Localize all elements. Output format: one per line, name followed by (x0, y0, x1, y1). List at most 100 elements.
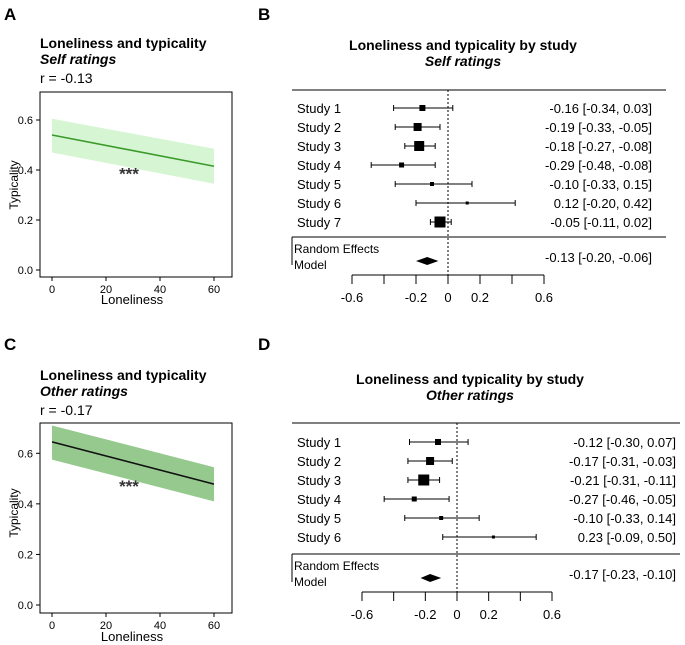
panel-d-effect-ci-text: 0.23 [-0.09, 0.50] (578, 530, 676, 545)
panel-b-summary-label-line2: Model (294, 258, 327, 272)
panel-a-y-tick-label: 0.6 (18, 115, 33, 127)
panel-a-title: Loneliness and typicality (40, 35, 207, 51)
panel-b-study-label: Study 6 (297, 196, 341, 211)
panel-c-title: Loneliness and typicality (40, 367, 207, 383)
panel-c-x-axis-label: Loneliness (101, 629, 164, 644)
panel-letter-c: C (4, 335, 16, 354)
panel-a-y-axis-label: Typicality (7, 160, 21, 209)
panel-b-point-estimate (413, 123, 422, 131)
panel-d-study-label: Study 6 (297, 530, 341, 545)
panel-a-x-axis-label: Loneliness (101, 292, 164, 307)
panel-b-forest-plot: Loneliness and typicality by study Self … (291, 37, 666, 305)
panel-c-y-tick-label: 0.0 (18, 600, 33, 612)
panel-b-study-label: Study 3 (297, 139, 341, 154)
panel-d-effect-ci-text: -0.12 [-0.30, 0.07] (573, 435, 676, 450)
panel-a-y-tick-label: 0.4 (18, 165, 33, 177)
panel-a-x-tick-label: 40 (154, 284, 166, 296)
panel-d-study-label: Study 5 (297, 511, 341, 526)
panel-b-summary-diamond (416, 257, 439, 265)
panel-b-effect-ci-text: -0.18 [-0.27, -0.08] (545, 139, 652, 154)
panel-b-study-label: Study 4 (297, 158, 341, 173)
panel-b-subtitle: Self ratings (425, 53, 501, 69)
panel-d-subtitle: Other ratings (426, 387, 514, 403)
panel-d-point-estimate (435, 439, 441, 445)
panel-a-regression-line (51, 134, 215, 168)
panel-d-study-label: Study 4 (297, 492, 341, 507)
panel-d-summary-ci-text: -0.17 [-0.23, -0.10] (569, 567, 676, 582)
panel-a-axis-frame (39, 91, 233, 278)
panel-b-study-label: Study 2 (297, 120, 341, 135)
panel-b-x-tick-label: 0.2 (471, 290, 489, 305)
panel-c-correlation: r = -0.17 (40, 402, 93, 418)
panel-b-effect-ci-text: 0.12 [-0.20, 0.42] (554, 196, 652, 211)
panel-b-effect-ci-text: -0.29 [-0.48, -0.08] (545, 158, 652, 173)
panel-b-point-estimate (414, 141, 425, 151)
panel-d-point-estimate (418, 474, 430, 486)
panel-b-point-estimate (419, 105, 426, 111)
panel-letter-d: D (258, 335, 270, 354)
panel-a-x-tick-label: 0 (49, 284, 55, 296)
panel-c-y-axis-label: Typicality (7, 488, 21, 537)
panel-b-x-tick-label: 0.6 (535, 290, 553, 305)
panel-d-point-estimate (439, 516, 444, 520)
panel-b-point-estimate (399, 162, 405, 168)
panel-a-correlation: r = -0.13 (40, 70, 93, 86)
panel-d-x-tick-label: -0.6 (351, 607, 373, 622)
panel-d-study-label: Study 2 (297, 454, 341, 469)
panel-a-y-tick-label: 0.0 (18, 265, 33, 277)
panel-b-study-label: Study 7 (297, 215, 341, 230)
panel-c-y-tick-label: 0.4 (18, 499, 33, 511)
panel-b-summary-ci-text: -0.13 [-0.20, -0.06] (545, 250, 652, 265)
panel-d-point-estimate (411, 496, 417, 502)
panel-letter-a: A (4, 5, 16, 24)
panel-a-scatter-regression: Loneliness and typicality Self ratings r… (7, 35, 233, 307)
panel-d-study-label: Study 1 (297, 435, 341, 450)
panel-b-x-tick-label: -0.2 (405, 290, 427, 305)
panel-b-effect-ci-text: -0.10 [-0.33, 0.15] (549, 177, 652, 192)
panel-b-study-label: Study 5 (297, 177, 341, 192)
panel-b-effect-ci-text: -0.19 [-0.33, -0.05] (545, 120, 652, 135)
panel-d-forest-plot: Loneliness and typicality by study Other… (291, 371, 680, 622)
panel-b-study-label: Study 1 (297, 101, 341, 116)
panel-b-summary-label-line1: Random Effects (294, 242, 379, 256)
panel-a-y-tick-label: 0.2 (18, 215, 33, 227)
panel-c-y-tick-label: 0.2 (18, 549, 33, 561)
panel-a-x-tick-label: 20 (100, 284, 112, 296)
panel-d-x-tick-label: 0.2 (480, 607, 498, 622)
panel-c-scatter-regression: Loneliness and typicality Other ratings … (7, 367, 233, 644)
panel-d-effect-ci-text: -0.27 [-0.46, -0.05] (569, 492, 676, 507)
panel-d-summary-label-line1: Random Effects (294, 559, 379, 573)
panel-c-significance-stars: *** (119, 477, 139, 496)
panel-b-x-tick-label: 0 (444, 290, 451, 305)
panel-a-x-tick-label: 60 (208, 284, 220, 296)
panel-b-effect-ci-text: -0.05 [-0.11, 0.02] (550, 215, 652, 230)
panel-b-point-estimate (430, 182, 434, 186)
panel-b-point-estimate (434, 216, 446, 228)
panel-b-title: Loneliness and typicality by study (349, 37, 577, 53)
panel-d-study-label: Study 3 (297, 473, 341, 488)
panel-c-x-tick-label: 0 (49, 620, 55, 632)
panel-d-x-tick-label: 0.6 (543, 607, 561, 622)
panel-d-title: Loneliness and typicality by study (356, 371, 584, 387)
panel-letter-b: B (258, 5, 270, 24)
panel-c-x-tick-label: 20 (100, 620, 112, 632)
panel-d-x-tick-label: 0 (453, 607, 460, 622)
panel-d-summary-label-line2: Model (294, 575, 327, 589)
panel-c-subtitle: Other ratings (40, 383, 128, 399)
panel-d-x-tick-label: -0.2 (414, 607, 436, 622)
panel-a-significance-stars: *** (119, 165, 139, 184)
panel-b-point-estimate (465, 201, 469, 205)
panel-b-effect-ci-text: -0.16 [-0.34, 0.03] (549, 101, 652, 116)
panel-c-regression-line (51, 441, 215, 485)
panel-b-x-tick-label: -0.6 (341, 290, 363, 305)
panel-c-y-tick-label: 0.6 (18, 448, 33, 460)
panel-a-subtitle: Self ratings (40, 51, 116, 67)
panel-d-summary-diamond (420, 574, 442, 582)
panel-d-point-estimate (491, 535, 495, 539)
panel-c-x-tick-label: 40 (154, 620, 166, 632)
panel-d-effect-ci-text: -0.10 [-0.33, 0.14] (573, 511, 676, 526)
panel-c-axis-frame (39, 422, 233, 614)
panel-d-point-estimate (426, 457, 435, 465)
panel-d-effect-ci-text: -0.21 [-0.31, -0.11] (570, 473, 676, 488)
